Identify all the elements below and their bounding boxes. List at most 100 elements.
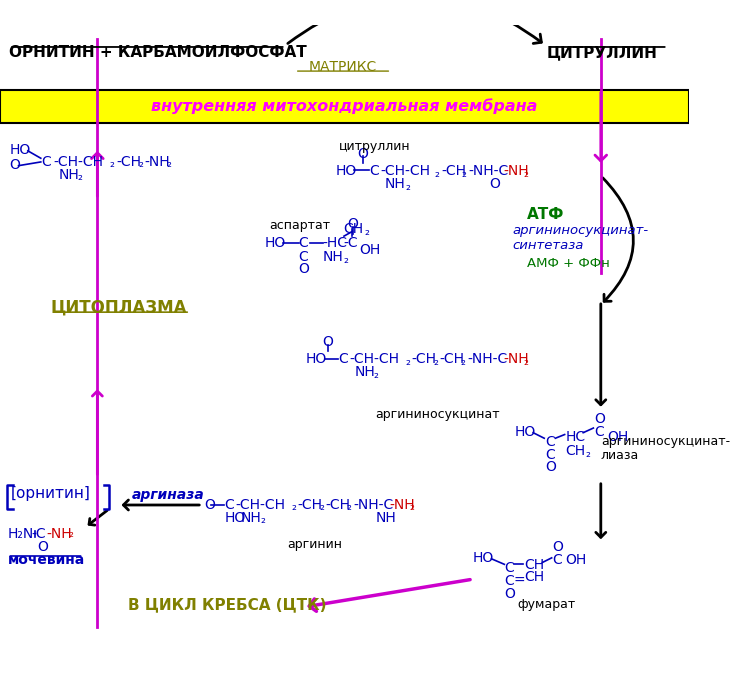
Text: -NH-C: -NH-C — [467, 352, 507, 366]
Text: ЦИТОПЛАЗМА: ЦИТОПЛАЗМА — [51, 298, 187, 316]
Text: ₂: ₂ — [167, 158, 172, 170]
Text: HO: HO — [9, 143, 30, 158]
Text: CH: CH — [524, 570, 544, 584]
Text: лиаза: лиаза — [601, 449, 639, 462]
Text: OH: OH — [565, 553, 587, 567]
Text: ₂: ₂ — [524, 355, 529, 368]
Text: ₂: ₂ — [138, 158, 143, 170]
Text: ₂: ₂ — [68, 528, 74, 540]
Text: ₂: ₂ — [347, 500, 351, 513]
Text: -CH-CH: -CH-CH — [236, 498, 285, 511]
Text: O: O — [322, 335, 334, 349]
Text: аргининосукцинат-: аргининосукцинат- — [601, 435, 730, 447]
Text: HO: HO — [473, 551, 494, 566]
FancyArrowPatch shape — [123, 500, 199, 510]
Text: цитруллин: цитруллин — [338, 140, 410, 153]
Text: -NH: -NH — [504, 164, 529, 178]
Text: C: C — [545, 435, 555, 449]
Text: ₂: ₂ — [343, 253, 348, 265]
Text: C: C — [553, 553, 562, 567]
Text: NH: NH — [59, 168, 80, 181]
Text: МАТРИКС: МАТРИКС — [309, 60, 377, 74]
Text: C: C — [224, 498, 234, 511]
Text: O: O — [9, 158, 20, 172]
Text: CH: CH — [524, 558, 544, 572]
FancyArrowPatch shape — [89, 511, 107, 525]
Text: АМФ + ФФн: АМФ + ФФн — [527, 257, 609, 270]
Text: мочевина: мочевина — [7, 553, 85, 567]
FancyArrowPatch shape — [288, 0, 542, 43]
Text: -CH: -CH — [298, 498, 322, 511]
Text: NH: NH — [385, 177, 406, 191]
Text: ₂: ₂ — [364, 225, 369, 238]
Text: O: O — [504, 587, 515, 601]
Text: -NH: -NH — [389, 498, 415, 511]
Text: ₂: ₂ — [410, 500, 415, 513]
Text: HO: HO — [224, 511, 246, 525]
FancyArrowPatch shape — [595, 92, 606, 161]
Text: OH: OH — [607, 430, 629, 444]
Text: ₂: ₂ — [405, 355, 410, 368]
Text: O: O — [545, 460, 556, 475]
Text: CH: CH — [565, 444, 585, 458]
Text: O: O — [490, 177, 501, 191]
Text: -NH-C: -NH-C — [468, 164, 508, 178]
Text: O: O — [553, 540, 563, 554]
Text: C: C — [504, 561, 514, 574]
Text: O: O — [357, 147, 368, 161]
Text: CH: CH — [343, 222, 363, 236]
Text: HO: HO — [265, 236, 285, 250]
Text: ₂: ₂ — [461, 355, 466, 368]
Text: O: O — [204, 498, 215, 511]
Text: -CH-CH: -CH-CH — [380, 164, 430, 178]
FancyArrowPatch shape — [91, 153, 103, 196]
Text: ₂: ₂ — [461, 166, 467, 179]
Text: -HC: -HC — [322, 236, 348, 250]
Text: аргининосукцинат-: аргининосукцинат- — [513, 224, 649, 237]
Text: NH: NH — [375, 511, 396, 525]
Text: ₂: ₂ — [585, 447, 590, 460]
Text: аспартат: аспартат — [269, 219, 330, 232]
Text: HO: HO — [515, 425, 536, 439]
Text: H₂N: H₂N — [7, 528, 33, 541]
Text: АТФ: АТФ — [527, 207, 564, 223]
Text: ОРНИТИН + КАРБАМОИЛФОСФАТ: ОРНИТИН + КАРБАМОИЛФОСФАТ — [9, 45, 307, 60]
Text: ₂: ₂ — [261, 513, 265, 526]
Text: C: C — [338, 352, 348, 366]
Text: ₂: ₂ — [291, 500, 296, 513]
FancyArrowPatch shape — [92, 391, 103, 475]
Text: HO: HO — [306, 352, 327, 366]
Text: C: C — [594, 425, 604, 439]
FancyArrowPatch shape — [309, 580, 470, 611]
Text: C: C — [42, 155, 51, 168]
Text: ₂: ₂ — [524, 166, 529, 179]
Text: =: = — [513, 574, 525, 587]
Text: -C: -C — [343, 236, 357, 250]
Text: В ЦИКЛ КРЕБСА (ЦТК): В ЦИКЛ КРЕБСА (ЦТК) — [128, 598, 326, 612]
Text: -CH: -CH — [325, 498, 351, 511]
Text: NH: NH — [240, 511, 261, 525]
Text: -CH: -CH — [116, 155, 141, 168]
Text: HC: HC — [565, 430, 585, 444]
Text: ₂: ₂ — [78, 170, 83, 183]
Text: -CH: -CH — [439, 352, 464, 366]
Text: аргиназа: аргиназа — [132, 488, 204, 502]
Text: O: O — [348, 217, 359, 231]
Bar — [0, 90, 689, 123]
FancyArrowPatch shape — [596, 483, 606, 537]
FancyArrowPatch shape — [603, 178, 633, 301]
Text: внутренняя митохондриальная мембрана: внутренняя митохондриальная мембрана — [151, 98, 537, 114]
Text: OH: OH — [360, 242, 381, 257]
Text: ₂: ₂ — [405, 179, 410, 193]
Text: ₂: ₂ — [433, 355, 438, 368]
Text: -NH: -NH — [145, 155, 170, 168]
Text: O: O — [37, 540, 48, 554]
Text: синтетаза: синтетаза — [513, 239, 584, 252]
Text: C: C — [504, 574, 514, 587]
Text: ₂: ₂ — [374, 368, 379, 381]
FancyArrowPatch shape — [596, 304, 606, 405]
Text: -NH: -NH — [504, 352, 529, 366]
Text: -CH: -CH — [412, 352, 437, 366]
Text: O: O — [594, 412, 606, 426]
Text: HO: HO — [336, 164, 357, 178]
